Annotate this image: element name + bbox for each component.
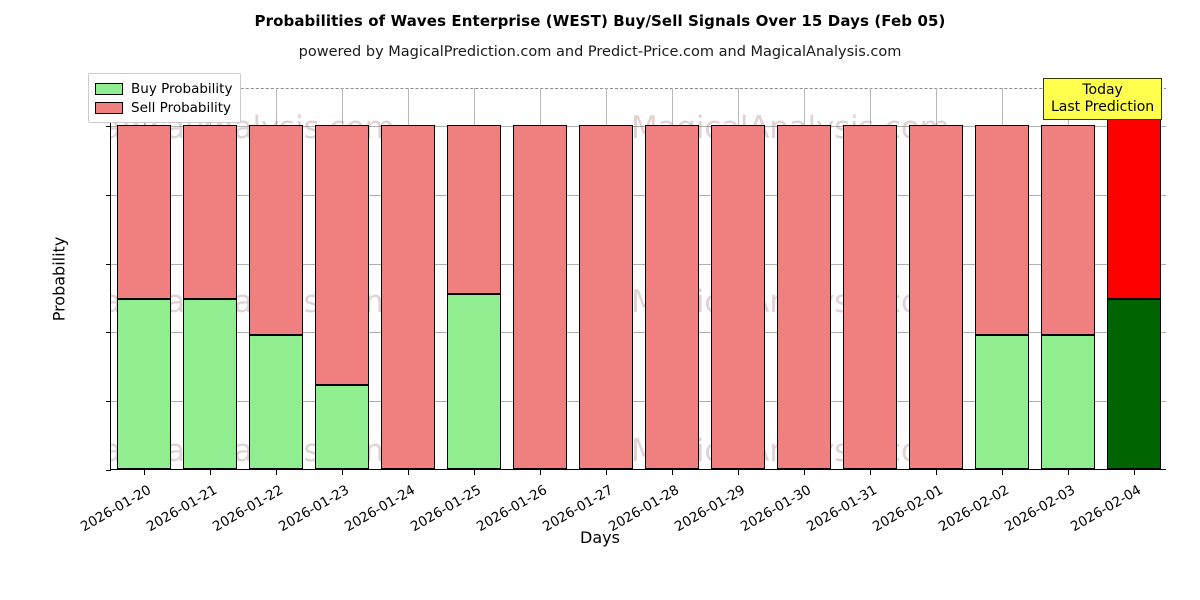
x-tick-mark xyxy=(1002,470,1003,475)
x-tick-mark xyxy=(408,470,409,475)
bar-segment-buy xyxy=(314,384,370,469)
x-tick-mark xyxy=(276,470,277,475)
legend-label: Buy Probability xyxy=(131,80,233,97)
bar-segment-buy xyxy=(248,334,304,469)
bar[interactable] xyxy=(512,88,568,469)
x-tick-mark xyxy=(474,470,475,475)
x-tick-mark xyxy=(144,470,145,475)
y-gridline xyxy=(111,401,1166,403)
y-tick-mark xyxy=(106,263,111,265)
today-annotation: Today Last Prediction xyxy=(1043,78,1163,121)
bar-segment-sell xyxy=(710,124,766,469)
bar-segment-buy xyxy=(974,334,1030,469)
x-tick-mark xyxy=(1068,470,1069,475)
y-tick-mark xyxy=(106,470,111,471)
bar-segment-sell xyxy=(116,124,172,299)
bar-segment-sell xyxy=(380,124,436,469)
x-tick-mark xyxy=(210,470,211,475)
bar[interactable] xyxy=(842,88,898,469)
legend-item[interactable]: Sell Probability xyxy=(95,98,232,117)
y-tick-mark xyxy=(106,332,111,334)
bar[interactable] xyxy=(710,88,766,469)
chart-subtitle: powered by MagicalPrediction.com and Pre… xyxy=(298,44,902,60)
y-gridline xyxy=(111,125,1166,127)
bar[interactable] xyxy=(1040,88,1096,469)
bar-segment-buy xyxy=(1040,334,1096,469)
legend-item[interactable]: Buy Probability xyxy=(95,79,232,98)
bar[interactable] xyxy=(380,88,436,469)
chart-legend: Buy Probability Sell Probability xyxy=(88,73,242,123)
bar-segment-sell xyxy=(908,124,964,469)
x-tick-mark xyxy=(540,470,541,475)
bar[interactable] xyxy=(314,88,370,469)
y-tick-mark xyxy=(106,194,111,196)
bar-today[interactable] xyxy=(1106,88,1162,469)
bar[interactable] xyxy=(248,88,304,469)
bar[interactable] xyxy=(776,88,832,469)
y-gridline xyxy=(111,263,1166,265)
x-tick-mark xyxy=(738,470,739,475)
chart-title: Probabilities of Waves Enterprise (WEST)… xyxy=(254,12,946,30)
bar[interactable] xyxy=(116,88,172,469)
bar[interactable] xyxy=(578,88,634,469)
bar[interactable] xyxy=(974,88,1030,469)
plot-area: Probability MagicalAnalysis.comMagicalAn… xyxy=(50,88,1166,535)
today-annotation-line2: Last Prediction xyxy=(1051,98,1155,115)
y-gridline xyxy=(111,332,1166,334)
y-tick-mark xyxy=(106,125,111,127)
bar-segment-buy xyxy=(182,298,238,469)
legend-swatch xyxy=(95,82,123,95)
bar-segment-sell xyxy=(644,124,700,469)
x-tick-mark xyxy=(606,470,607,475)
y-gridline-top-dashed xyxy=(111,88,1166,89)
x-tick-mark xyxy=(672,470,673,475)
x-tick-mark xyxy=(870,470,871,475)
bar-segment-sell xyxy=(512,124,568,469)
bar-segment-buy xyxy=(116,298,172,469)
bar[interactable] xyxy=(182,88,238,469)
x-axis-label: Days xyxy=(580,528,620,547)
legend-label: Sell Probability xyxy=(131,99,232,116)
bar-segment-sell xyxy=(182,124,238,299)
y-tick-mark xyxy=(106,401,111,403)
bar-segment-sell xyxy=(578,124,634,469)
y-axis-label: Probability xyxy=(49,236,69,321)
bar[interactable] xyxy=(908,88,964,469)
x-tick-mark xyxy=(936,470,937,475)
bar-segment-buy xyxy=(446,293,502,469)
x-tick-mark xyxy=(1134,470,1135,475)
bar-segment-sell xyxy=(446,124,502,294)
bar-segment-sell xyxy=(842,124,898,469)
bar-segment-sell xyxy=(314,124,370,385)
bar-segment-sell xyxy=(974,124,1030,335)
bar-segment-sell xyxy=(248,124,304,335)
bar-segment-sell xyxy=(1040,124,1096,335)
bar-segment-sell xyxy=(1106,90,1162,299)
legend-swatch xyxy=(95,101,123,114)
x-tick-mark xyxy=(342,470,343,475)
bar-segment-buy xyxy=(1106,298,1162,469)
plot-clip: MagicalAnalysis.comMagicalAnalysis.comMa… xyxy=(111,88,1166,469)
today-annotation-line1: Today xyxy=(1082,82,1123,98)
bar[interactable] xyxy=(446,88,502,469)
y-gridline xyxy=(111,194,1166,196)
bar-segment-sell xyxy=(776,124,832,469)
bar[interactable] xyxy=(644,88,700,469)
x-tick-mark xyxy=(804,470,805,475)
